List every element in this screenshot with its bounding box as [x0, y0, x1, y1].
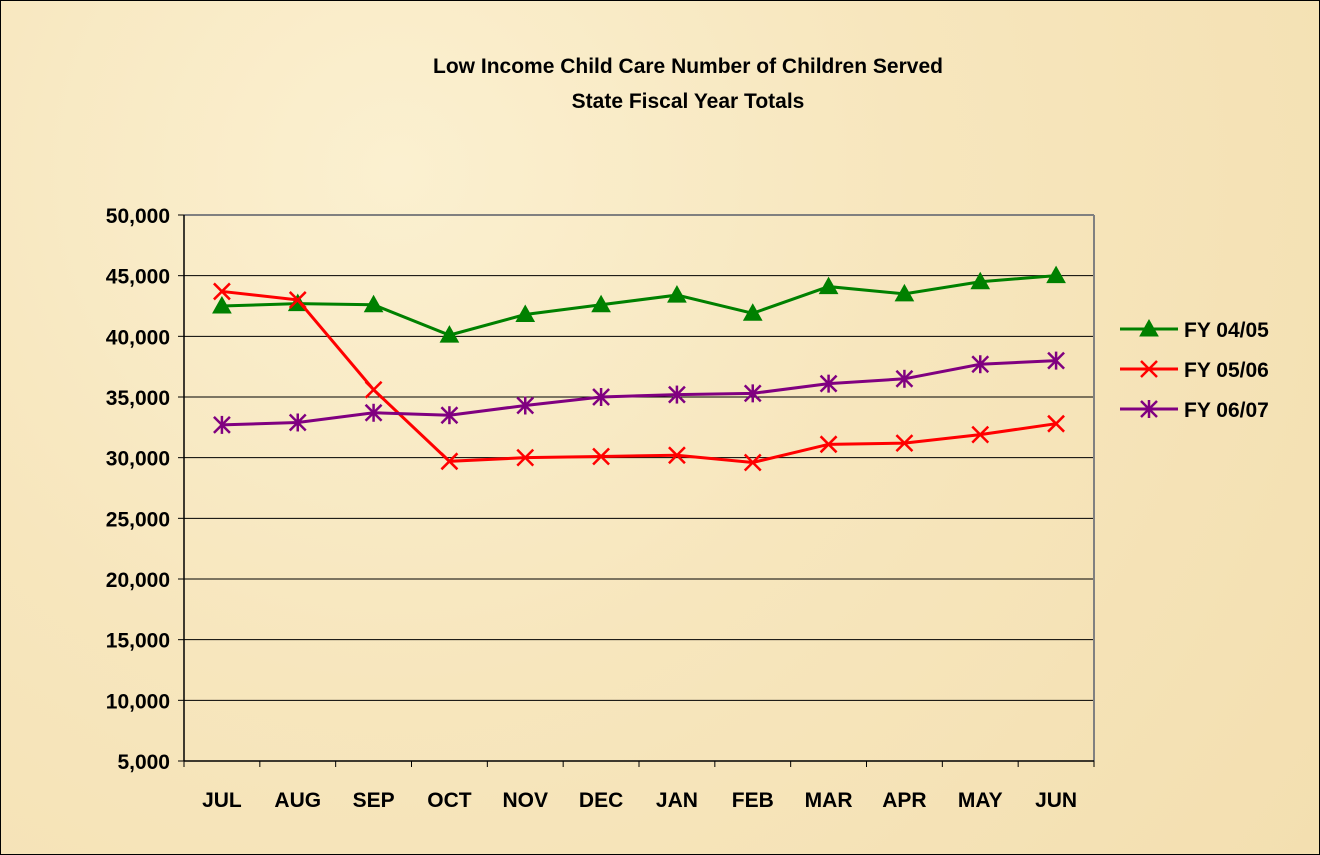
marker-stroke [364, 380, 383, 399]
data-point [668, 446, 686, 465]
data-point [742, 303, 763, 321]
data-point [440, 406, 459, 425]
x-tick-label: NOV [502, 789, 548, 812]
data-point [212, 295, 232, 314]
y-tick-label: 45,000 [106, 266, 170, 289]
data-point [970, 271, 991, 290]
x-tick-label: DEC [579, 789, 623, 812]
marker-stroke [971, 425, 990, 444]
y-tick-label: 20,000 [106, 569, 170, 592]
data-point [592, 388, 610, 406]
data-point [819, 374, 838, 393]
data-point [971, 425, 990, 444]
marker-stroke [743, 453, 762, 472]
x-tick-label: OCT [427, 789, 472, 812]
marker-stroke [440, 452, 459, 471]
data-point [895, 369, 914, 388]
series-line [221, 289, 1057, 465]
marker-stroke [895, 434, 914, 452]
data-point [818, 276, 839, 295]
data-point [288, 413, 307, 432]
data-point [516, 396, 535, 415]
marker-stroke [592, 447, 610, 466]
x-tick-label: JUL [202, 789, 242, 812]
x-tick-label: SEP [353, 789, 395, 812]
data-point [440, 452, 459, 471]
legend-label: FY 04/05 [1184, 319, 1269, 342]
data-point [895, 434, 914, 452]
legend-item: FY 06/07 [1120, 399, 1269, 422]
data-point [667, 285, 687, 303]
y-tick-label: 5,000 [117, 751, 170, 774]
marker-stroke [1047, 414, 1065, 433]
x-axis-ticks: JUL AUG SEP OCT NOV DEC JAN FEB MAR APR MAY JUN [183, 761, 1095, 812]
series-line [221, 274, 1057, 337]
data-point [1047, 414, 1065, 433]
series-1 [212, 265, 1066, 343]
y-tick-label: 15,000 [106, 630, 170, 653]
gridlines [184, 275, 1094, 701]
data-point [516, 448, 535, 467]
y-tick-label: 30,000 [106, 448, 170, 471]
data-point [1047, 351, 1065, 370]
data-point [894, 283, 915, 302]
x-tick-label: MAY [958, 789, 1003, 812]
data-point [1046, 265, 1066, 284]
data-point [288, 291, 307, 309]
data-point [819, 435, 838, 454]
chart-title: Low Income Child Care Number of Children… [433, 55, 943, 78]
plot-background [184, 215, 1094, 761]
x-tick-label: FEB [732, 789, 774, 812]
legend-item: FY 05/06 [1120, 359, 1269, 382]
data-point [364, 403, 383, 422]
series-2 [213, 282, 1065, 472]
y-tick-label: 40,000 [106, 326, 170, 349]
plot-area [184, 215, 1094, 761]
data-point [213, 415, 231, 434]
x-tick-label: JUN [1035, 789, 1077, 812]
axes [183, 214, 1095, 762]
marker-stroke [288, 291, 307, 309]
x-tick-label: MAR [805, 789, 853, 812]
x-tick-label: JAN [656, 789, 698, 812]
marker-stroke [516, 448, 535, 467]
chart-subtitle: State Fiscal Year Totals [572, 90, 805, 113]
data-point [743, 453, 762, 472]
legend-label: FY 05/06 [1184, 359, 1269, 382]
y-tick-label: 25,000 [106, 508, 170, 531]
data-point [591, 294, 611, 313]
data-point [515, 304, 536, 322]
y-tick-label: 10,000 [106, 690, 170, 713]
data-point [592, 447, 610, 466]
marker-stroke [1140, 360, 1158, 378]
x-tick-label: APR [882, 789, 926, 812]
x-tick-label: AUG [274, 789, 321, 812]
legend-label: FY 06/07 [1184, 399, 1269, 422]
series-line [221, 359, 1057, 427]
series-group [212, 265, 1066, 472]
legend-marker [1140, 360, 1158, 378]
data-point [743, 384, 762, 403]
y-tick-label: 50,000 [106, 205, 170, 228]
y-axis-ticks: 5,000 10,000 15,000 20,000 25,000 30,000 35,00… [106, 205, 184, 774]
data-point [439, 325, 460, 343]
marker-stroke [668, 446, 686, 465]
marker-stroke [819, 435, 838, 454]
legend-item: FY 04/05 [1120, 318, 1269, 342]
data-point [363, 294, 384, 313]
data-point [213, 282, 231, 301]
series-3 [213, 351, 1065, 434]
marker-stroke [213, 282, 231, 301]
legend: FY 04/05 FY 05/06 FY 06/07 [1120, 318, 1269, 422]
data-point [364, 380, 383, 399]
y-tick-label: 35,000 [106, 387, 170, 410]
data-point [668, 385, 686, 404]
legend-marker [1139, 318, 1159, 337]
legend-marker [1140, 400, 1158, 418]
data-point [971, 355, 990, 374]
